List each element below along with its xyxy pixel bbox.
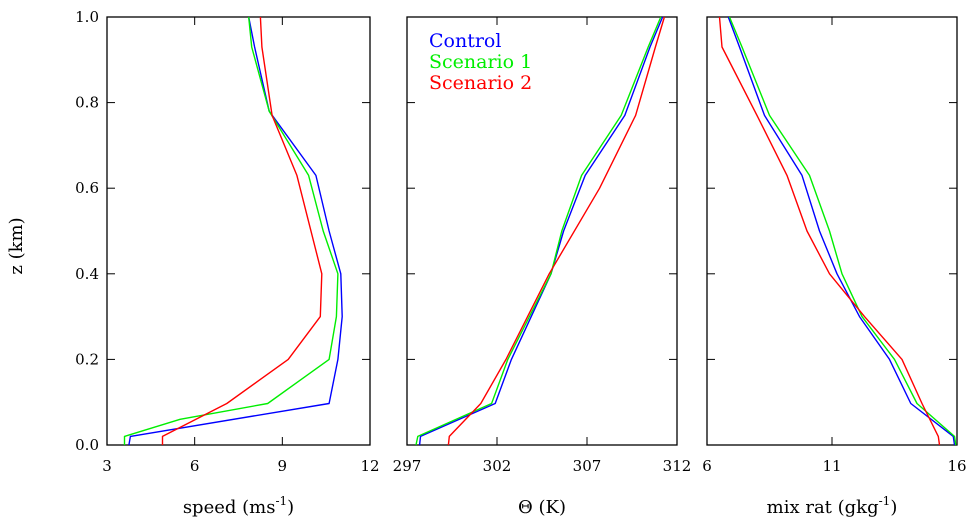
y-tick-label: 0.6 bbox=[75, 179, 99, 197]
y-tick-label: 0.2 bbox=[75, 350, 99, 368]
x-tick-label: 9 bbox=[278, 457, 288, 475]
series-line-control bbox=[418, 16, 664, 446]
shared-y-axis-label: z (km) bbox=[6, 217, 27, 274]
x-tick-label: 16 bbox=[947, 457, 966, 475]
legend-entry: Control bbox=[429, 30, 501, 52]
x-tick-label: 12 bbox=[360, 457, 379, 475]
series-line-scenario-2 bbox=[161, 16, 323, 445]
legend-entry: Scenario 2 bbox=[429, 72, 532, 94]
series-line-scenario-2 bbox=[447, 16, 666, 446]
series-line-scenario-2 bbox=[718, 16, 941, 446]
y-tick-label: 0.8 bbox=[75, 94, 99, 112]
x-tick-label: 307 bbox=[573, 457, 602, 475]
plot-frame bbox=[406, 16, 678, 446]
series-line-control bbox=[128, 16, 343, 446]
plot-frame bbox=[106, 16, 371, 446]
series-line-control bbox=[727, 16, 956, 446]
series-line-scenario-1 bbox=[123, 16, 339, 445]
y-tick-label: 1.0 bbox=[75, 8, 99, 26]
plot-frame bbox=[706, 16, 958, 446]
series-line-scenario-1 bbox=[415, 16, 662, 446]
x-tick-label: 3 bbox=[102, 457, 112, 475]
x-tick-label: 11 bbox=[822, 457, 841, 475]
x-tick-label: 312 bbox=[663, 457, 692, 475]
x-tick-label: 297 bbox=[393, 457, 422, 475]
panel-3: 6 11 16 mix rat (gkg-1) bbox=[702, 16, 967, 518]
legend-entry: Scenario 1 bbox=[429, 51, 532, 73]
y-tick-label: 0.0 bbox=[75, 436, 99, 454]
x-tick-label: 6 bbox=[702, 457, 712, 475]
x-tick-label: 6 bbox=[190, 457, 200, 475]
x-axis-label: speed (ms-1) bbox=[183, 494, 294, 518]
panel-1: 0.0 0.2 0.4 0.6 0.8 1.0 3 6 9 12 speed (ms-1) bbox=[75, 8, 379, 518]
x-tick-label: 302 bbox=[483, 457, 512, 475]
series-line-scenario-1 bbox=[728, 16, 957, 446]
y-tick-label: 0.4 bbox=[75, 265, 99, 283]
x-axis-label: Θ (K) bbox=[518, 497, 566, 518]
x-axis-label: mix rat (gkg-1) bbox=[767, 494, 898, 518]
